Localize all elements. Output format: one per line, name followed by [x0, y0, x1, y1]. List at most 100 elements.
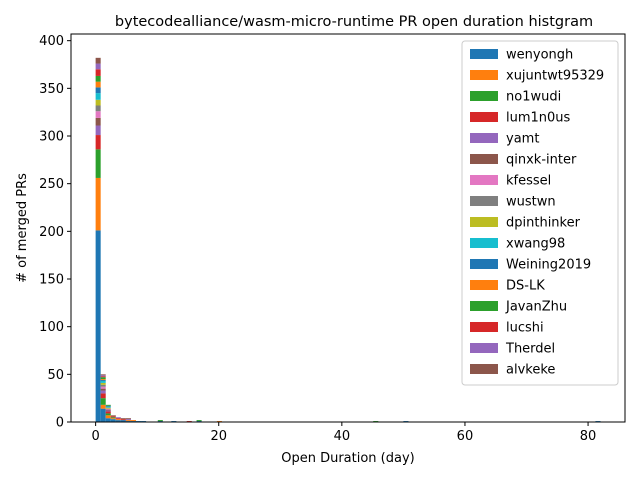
x-tick-label: 80	[580, 429, 597, 444]
y-tick-label: 150	[39, 273, 64, 288]
bar-xujuntwt95329-bin-3	[110, 418, 116, 420]
legend-swatch-DS-LK	[470, 280, 498, 290]
legend-label-wenyongh: wenyongh	[506, 48, 573, 63]
bar-xujuntwt95329-bin-4	[115, 419, 121, 421]
bar-Therdel-bin-0	[95, 63, 101, 70]
legend-label-lucshi: lucshi	[506, 321, 544, 336]
legend: wenyongh xujuntwt95329 no1wudi lum1n0us yamt…	[461, 40, 619, 386]
legend-swatch-qinxk-inter	[470, 154, 498, 164]
bar-kfessel-bin-1	[100, 386, 106, 389]
bar-wenyongh-bin-4	[115, 420, 121, 422]
bar-wenyongh-bin-2	[105, 418, 111, 422]
legend-label-xujuntwt95329: xujuntwt95329	[506, 69, 604, 84]
legend-swatch-wenyongh	[470, 49, 498, 59]
legend-label-kfessel: kfessel	[506, 174, 551, 189]
y-tick-label: 250	[39, 177, 64, 192]
bar-dpinthinker-bin-1	[100, 382, 106, 385]
bar-wustwn-bin-0	[95, 105, 101, 112]
legend-swatch-wustwn	[470, 196, 498, 206]
legend-swatch-alvkeke	[470, 364, 498, 374]
y-tick-label: 350	[39, 82, 64, 97]
legend-label-qinxk-inter: qinxk-inter	[506, 153, 577, 168]
legend-swatch-xujuntwt95329	[470, 70, 498, 80]
bar-lum1n0us-bin-5	[120, 419, 126, 421]
legend-swatch-JavanZhu	[470, 301, 498, 311]
x-tick-label: 60	[457, 429, 474, 444]
bar-kfessel-bin-2	[105, 408, 111, 410]
legend-label-yamt: yamt	[506, 132, 539, 147]
legend-swatch-xwang98	[470, 238, 498, 248]
bar-xujuntwt95329-bin-2	[105, 415, 111, 419]
legend-label-alvkeke: alvkeke	[506, 363, 555, 378]
bar-lum1n0us-bin-2	[105, 411, 111, 414]
legend-label-Therdel: Therdel	[505, 342, 555, 357]
bars-group	[95, 57, 601, 422]
legend-swatch-dpinthinker	[470, 217, 498, 227]
bar-no1wudi-bin-10	[157, 420, 163, 422]
legend-label-wustwn: wustwn	[506, 195, 556, 210]
bar-xujuntwt95329-bin-1	[100, 404, 106, 409]
x-axis-label: Open Duration (day)	[281, 451, 415, 466]
legend-box	[461, 40, 619, 386]
bar-lucshi-bin-1	[100, 376, 106, 378]
x-ticks: 0 20 40 60 80	[91, 422, 596, 444]
bar-JavanZhu-bin-2	[105, 404, 111, 406]
legend-swatch-lucshi	[470, 322, 498, 332]
plot-frame	[70, 33, 626, 423]
bar-lum1n0us-bin-1	[100, 393, 106, 399]
bar-no1wudi-bin-2	[105, 413, 111, 416]
legend-label-Weining2019: Weining2019	[506, 258, 591, 273]
bar-no1wudi-bin-13	[196, 420, 202, 422]
bar-qinxk-inter-bin-6	[125, 418, 131, 420]
bar-qinxk-inter-bin-5	[120, 418, 126, 420]
bar-xwang98-bin-2	[105, 406, 111, 408]
bar-xwang98-bin-1	[100, 381, 106, 383]
bar-xujuntwt95329-bin-6	[125, 420, 131, 422]
legend-swatch-yamt	[470, 133, 498, 143]
legend-label-DS-LK: DS-LK	[506, 279, 545, 294]
bar-JavanZhu-bin-1	[100, 377, 106, 380]
legend-swatch-Weining2019	[470, 259, 498, 269]
chart-title: bytecodealliance/wasm-micro-runtime PR o…	[115, 14, 593, 30]
x-tick-label: 40	[334, 429, 351, 444]
y-tick-label: 200	[39, 225, 64, 240]
bar-xwang98-bin-0	[95, 93, 101, 100]
bar-qinxk-inter-bin-2	[105, 409, 111, 411]
bar-xujuntwt95329-bin-0	[95, 177, 101, 231]
bar-dpinthinker-bin-2	[105, 407, 111, 409]
bar-yamt-bin-2	[105, 410, 111, 412]
bar-qinxk-inter-bin-0	[95, 117, 101, 126]
bar-Therdel-bin-1	[100, 375, 106, 377]
bar-no1wudi-bin-1	[100, 398, 106, 405]
bar-wenyongh-bin-3	[110, 419, 116, 422]
bar-lum1n0us-bin-4	[115, 418, 121, 420]
bar-yamt-bin-6	[125, 419, 131, 421]
y-tick-label: 300	[39, 130, 64, 145]
y-ticks: 0 50 100 150 200 250 300 350 400	[39, 34, 71, 431]
legend-label-xwang98: xwang98	[506, 237, 565, 252]
bar-no1wudi-bin-0	[95, 149, 101, 178]
bar-lucshi-bin-0	[95, 69, 101, 76]
bar-alvkeke-bin-1	[100, 374, 106, 376]
y-tick-label: 0	[56, 416, 64, 431]
bar-DS-LK-bin-0	[95, 81, 101, 88]
bar-yamt-bin-1	[100, 390, 106, 394]
legend-swatch-no1wudi	[470, 91, 498, 101]
bar-yamt-bin-0	[95, 125, 101, 136]
bar-Weining2019-bin-0	[95, 87, 101, 94]
bar-Weining2019-bin-1	[100, 380, 106, 382]
legend-label-no1wudi: no1wudi	[506, 90, 561, 105]
y-tick-label: 50	[47, 368, 64, 383]
bar-kfessel-bin-0	[95, 111, 101, 118]
bar-lum1n0us-bin-3	[110, 416, 116, 418]
x-tick-label: 20	[210, 429, 227, 444]
legend-swatch-Therdel	[470, 343, 498, 353]
bar-xujuntwt95329-bin-7	[130, 420, 137, 422]
bar-dpinthinker-bin-0	[95, 99, 101, 106]
x-tick-label: 0	[91, 429, 99, 444]
bar-wenyongh-bin-0	[95, 230, 101, 422]
bar-wustwn-bin-1	[100, 384, 106, 387]
bar-alvkeke-bin-0	[95, 57, 101, 64]
y-tick-label: 100	[39, 320, 64, 335]
